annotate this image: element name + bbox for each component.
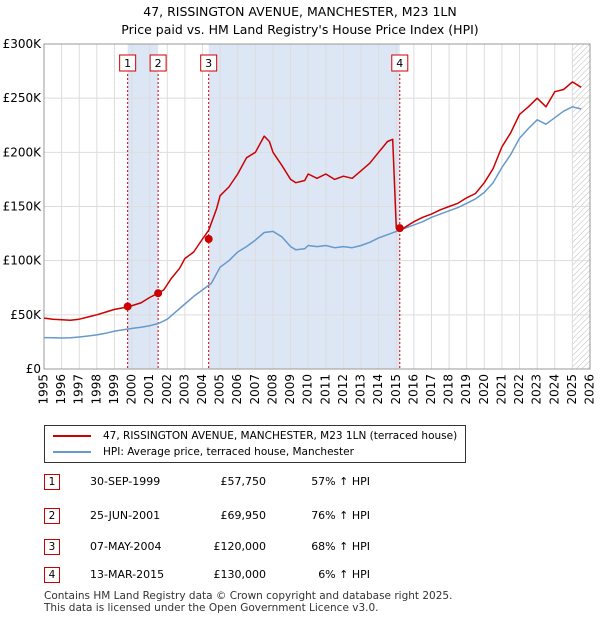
sale-point (395, 224, 404, 233)
row-date: 13-MAR-2015 (90, 568, 165, 581)
chart-title-subtitle: Price paid vs. HM Land Registry's House … (121, 22, 479, 37)
x-tick-label: 1996 (54, 374, 68, 405)
x-tick-label: 2012 (336, 374, 350, 405)
legend-label-hpi: HPI: Average price, terraced house, Manc… (103, 446, 354, 458)
row-date: 07-MAY-2004 (90, 540, 162, 553)
x-tick-label: 2025 (565, 374, 579, 405)
legend-swatch-property (53, 435, 91, 437)
x-tick-label: 2005 (213, 374, 227, 405)
x-tick-label: 2017 (424, 374, 438, 405)
sale-point (154, 289, 163, 298)
row-hpi-change: 6% ↑ HPI (318, 568, 370, 581)
sale-point (123, 302, 132, 311)
sale-marker-box (119, 54, 137, 72)
x-tick-label: 2001 (142, 374, 156, 405)
x-tick-label: 2008 (265, 374, 279, 405)
legend-swatch-hpi (53, 451, 91, 453)
x-tick-label: 2003 (177, 374, 191, 405)
y-tick-label: £100K (3, 254, 43, 268)
y-tick-label: £50K (10, 308, 42, 322)
row-number-badge: 2 (44, 508, 60, 524)
x-tick-label: 2019 (459, 374, 473, 405)
x-tick-label: 2016 (406, 374, 420, 405)
x-tick-label: 1999 (107, 374, 121, 405)
x-tick-label: 2013 (354, 374, 368, 405)
y-tick-label: £300K (3, 37, 43, 51)
chart-legend: 47, RISSINGTON AVENUE, MANCHESTER, M23 1… (44, 425, 466, 463)
row-price: £57,750 (220, 475, 267, 488)
y-tick-label: £200K (3, 145, 43, 159)
legend-label-property: 47, RISSINGTON AVENUE, MANCHESTER, M23 1… (103, 430, 458, 442)
row-price: £69,950 (220, 509, 267, 522)
sale-marker-box (391, 54, 409, 72)
row-price: £130,000 (213, 568, 267, 581)
row-hpi-change: 57% ↑ HPI (311, 475, 370, 488)
x-tick-label: 2002 (160, 374, 174, 405)
y-tick-label: £0 (26, 362, 41, 376)
x-tick-label: 2023 (530, 374, 544, 405)
x-tick-label: 2018 (442, 374, 456, 405)
sale-marker-box (200, 54, 218, 72)
row-date: 25-JUN-2001 (90, 509, 161, 522)
y-tick-label: £250K (3, 91, 43, 105)
x-tick-label: 2006 (230, 374, 244, 405)
row-date: 30-SEP-1999 (90, 475, 161, 488)
x-tick-label: 2000 (125, 374, 139, 405)
legend-item-property: 47, RISSINGTON AVENUE, MANCHESTER, M23 1… (53, 428, 457, 444)
x-tick-label: 2015 (389, 374, 403, 405)
x-tick-label: 2026 (583, 374, 597, 405)
sale-marker-label: 2 (155, 57, 162, 70)
y-tick-label: £150K (3, 200, 43, 214)
property-series-line (43, 81, 582, 322)
row-number-badge: 4 (44, 567, 60, 583)
x-tick-label: 2022 (512, 374, 526, 405)
x-tick-label: 1995 (37, 374, 51, 405)
x-tick-label: 2004 (195, 374, 209, 405)
x-tick-label: 2007 (248, 374, 262, 405)
row-number-badge: 1 (44, 474, 60, 490)
legend-item-hpi: HPI: Average price, terraced house, Manc… (53, 444, 354, 460)
sale-marker-label: 3 (205, 57, 212, 70)
x-tick-label: 2024 (547, 374, 561, 405)
row-number-badge: 3 (44, 539, 60, 555)
footer-licence: This data is licensed under the Open Gov… (44, 602, 379, 614)
sale-marker-label: 1 (124, 57, 131, 70)
x-tick-label: 2009 (283, 374, 297, 405)
sale-point (204, 235, 213, 243)
x-tick-label: 2021 (494, 374, 508, 405)
price-chart: £0 £50K £100K £150K £200K £250K £300K 1995 1996 1… (3, 37, 597, 405)
row-hpi-change: 76% ↑ HPI (311, 509, 370, 522)
x-tick-label: 2014 (371, 374, 385, 405)
sale-marker-label: 4 (396, 57, 403, 70)
row-price: £120,000 (213, 540, 267, 553)
footer-copyright: Contains HM Land Registry data © Crown c… (44, 590, 453, 602)
x-tick-label: 1997 (72, 374, 86, 405)
x-tick-label: 2011 (318, 374, 332, 405)
x-tick-label: 2020 (477, 374, 491, 405)
chart-title-address: 47, RISSINGTON AVENUE, MANCHESTER, M23 1… (143, 4, 457, 19)
plot-frame (43, 43, 591, 370)
x-tick-label: 1998 (89, 374, 103, 405)
hpi-series-line (43, 106, 582, 339)
row-hpi-change: 68% ↑ HPI (311, 540, 370, 553)
sale-marker-box (149, 54, 167, 72)
x-tick-label: 2010 (301, 374, 315, 405)
